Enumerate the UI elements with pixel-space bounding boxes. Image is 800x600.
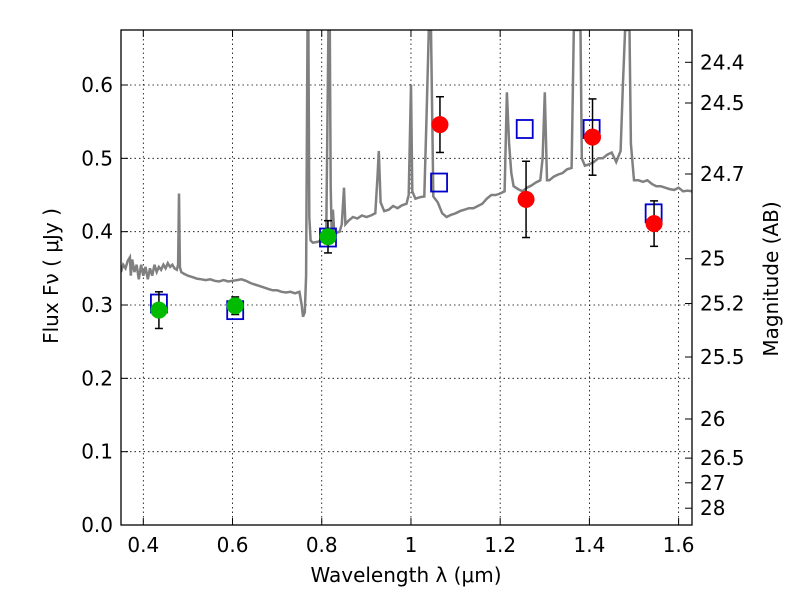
observed-flux-point — [226, 297, 244, 315]
observed-fluxes — [150, 116, 663, 319]
plot-frame — [120, 29, 693, 526]
y-tick-label: 0.2 — [81, 366, 113, 390]
x-tick-label: 1.6 — [663, 533, 695, 557]
x-tick-label: 1.4 — [573, 533, 605, 557]
x-tick-label: 0.6 — [217, 533, 249, 557]
axis-ticks: 0.4 0.6 0.8 1 1.2 1.4 1.6 0.0 0.1 0.2 0.3 0.4 0.5 0.6… — [81, 30, 745, 557]
y-tick-label: 0.4 — [81, 220, 113, 244]
x-tick-label: 1 — [405, 533, 418, 557]
y2-tick-label: 28 — [700, 496, 725, 520]
observed-flux-point — [150, 301, 168, 319]
observed-flux-point — [645, 215, 663, 233]
y-tick-label: 0.0 — [81, 513, 113, 537]
x-tick-label: 1.2 — [484, 533, 516, 557]
model-band-marker — [515, 119, 534, 139]
observed-flux-point — [319, 228, 337, 246]
y-tick-label: 0.3 — [81, 293, 113, 317]
y-axis-label: Flux Fν ( μJy ) — [39, 208, 63, 344]
observed-flux-point — [431, 116, 449, 134]
model-band-fluxes — [150, 119, 663, 321]
y2-tick-label: 27 — [700, 471, 725, 495]
plot-area — [121, 30, 692, 330]
model-band-marker — [430, 172, 448, 193]
y2-tick-label: 24.4 — [700, 50, 745, 74]
y2-tick-label: 25.2 — [700, 292, 745, 316]
y2-tick-label: 26.5 — [700, 446, 745, 470]
y-tick-label: 0.6 — [81, 73, 113, 97]
model-spectrum-line — [121, 30, 692, 318]
x-axis-label: Wavelength λ (μm) — [310, 563, 501, 587]
y2-tick-label: 24.7 — [700, 162, 745, 186]
y-tick-label: 0.5 — [81, 146, 113, 170]
y2-axis-label: Magnitude (AB) — [759, 201, 783, 356]
y2-tick-label: 25 — [700, 247, 725, 271]
observed-flux-point — [584, 128, 602, 146]
observed-flux-point — [517, 190, 535, 208]
grid — [121, 30, 692, 526]
y2-tick-label: 25.5 — [700, 345, 745, 369]
x-tick-label: 0.8 — [306, 533, 338, 557]
x-tick-label: 0.4 — [127, 533, 159, 557]
y2-tick-label: 26 — [700, 407, 725, 431]
y2-tick-label: 24.5 — [700, 91, 745, 115]
y-tick-label: 0.1 — [81, 440, 113, 464]
